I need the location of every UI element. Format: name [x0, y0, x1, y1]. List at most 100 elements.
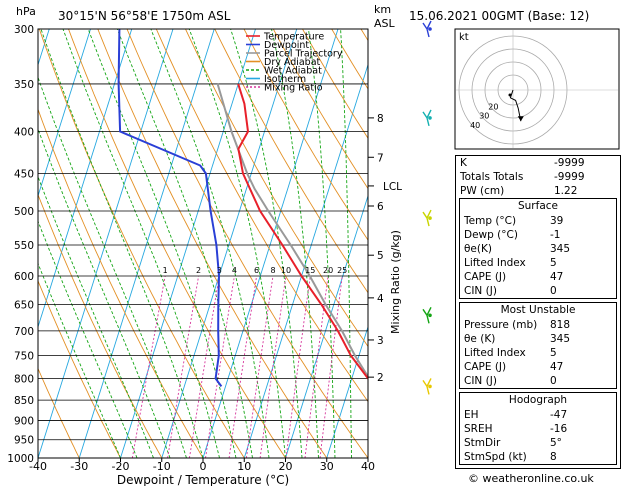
mixing-ratio-tick-label: 8: [270, 266, 275, 275]
index-label: θe (K): [464, 333, 496, 345]
index-value: 345: [550, 333, 571, 345]
index-label: CAPE (J): [464, 271, 507, 283]
wind-barbs: [422, 20, 432, 395]
surface-row: θe(K) 345: [460, 242, 616, 256]
index-label: StmDir: [464, 437, 501, 449]
index-row: Totals Totals -9999: [456, 170, 620, 184]
pressure-tick-label: 550: [14, 240, 34, 252]
location-title: 30°15'N 56°58'E 1750m ASL: [58, 9, 231, 23]
wind-barb: [422, 306, 432, 324]
pressure-tick-label: 300: [14, 24, 34, 36]
surface-row: Lifted Index 5: [460, 256, 616, 270]
hodograph-trace: [508, 89, 524, 122]
index-value: -1: [550, 229, 561, 241]
km-tick-label: 5: [377, 250, 384, 262]
mixing-ratio-tick-label: 4: [232, 266, 237, 275]
mixing-ratio-tick-label: 25: [337, 266, 347, 275]
indices-top: K -9999 Totals Totals -9999 PW (cm) 1.22: [456, 156, 620, 198]
index-value: 47: [550, 271, 564, 283]
hodograph-row: StmSpd (kt) 8: [460, 450, 616, 464]
pressure-tick-label: 750: [14, 350, 34, 362]
temperature-line: [237, 83, 368, 381]
km-tick-label: 3: [377, 335, 384, 347]
index-value: -9999: [554, 157, 585, 169]
mixing-ratio-axis-label: Mixing Ratio (g/kg): [389, 230, 402, 334]
most-unstable-row: θe (K) 345: [460, 332, 616, 346]
km-tick-label: 8: [377, 113, 384, 125]
pressure-tick-label: 600: [14, 271, 34, 283]
hpa-label: hPa: [16, 5, 36, 18]
temperature-tick-label: -30: [70, 460, 88, 473]
km-tick-label: 4: [377, 293, 384, 305]
pressure-tick-label: 950: [14, 435, 34, 447]
km-tick-label: 6: [377, 201, 384, 213]
isotherm-line: [161, 29, 298, 458]
hodograph-ring-label: 30: [479, 112, 489, 121]
index-label: Lifted Index: [464, 257, 526, 269]
wind-barb: [422, 109, 432, 127]
legend-item-label: Parcel Trajectory: [264, 49, 343, 60]
mixing-ratio-tick-label: 3: [217, 266, 222, 275]
index-label: Pressure (mb): [464, 319, 538, 331]
index-value: 1.22: [554, 185, 578, 197]
pressure-tick-label: 650: [14, 300, 34, 312]
legend-item-label: Isotherm: [264, 74, 306, 85]
hodograph-row: EH -47: [460, 408, 616, 422]
index-label: Lifted Index: [464, 347, 526, 359]
legend-item-label: Temperature: [263, 32, 324, 43]
hodograph-section: Hodograph EH -47 SREH -16 StmDir 5° StmSpd (kt…: [459, 392, 617, 465]
wind-barb: [422, 209, 432, 227]
index-label: θe(K): [464, 243, 492, 255]
pressure-tick-label: 350: [14, 79, 34, 91]
dry-adiabat-line: [214, 29, 368, 294]
wind-barb: [422, 20, 432, 38]
index-value: 8: [550, 451, 557, 463]
index-label: EH: [464, 409, 479, 421]
index-label: Totals Totals: [460, 171, 524, 183]
x-axis-label: Dewpoint / Temperature (°C): [117, 473, 289, 486]
hodograph-ring-label: 20: [488, 103, 498, 112]
hodograph-frame: [454, 28, 620, 150]
legend-item-label: Dewpoint: [264, 40, 309, 51]
profiles: [117, 29, 368, 387]
pressure-tick-label: 1000: [7, 453, 34, 465]
legend-item-label: Dry Adiabat: [264, 57, 321, 68]
isotherm-line: [78, 29, 215, 458]
pressure-tick-label: 900: [14, 415, 34, 427]
index-value: -9999: [554, 171, 585, 183]
surface-row: CIN (J) 0: [460, 284, 616, 298]
surface-row: Dewp (°C) -1: [460, 228, 616, 242]
index-value: 0: [550, 375, 557, 387]
wind-barb-dot: [428, 313, 432, 318]
index-value: 39: [550, 215, 564, 227]
temperature-tick-label: 0: [200, 460, 207, 473]
wind-barb: [422, 378, 432, 395]
temperature-tick-label: -40: [29, 460, 47, 473]
pressure-tick-label: 800: [14, 373, 34, 385]
indices-table: K -9999 Totals Totals -9999 PW (cm) 1.22 Surf…: [455, 155, 621, 469]
mixing-ratio-tick-label: 15: [305, 266, 315, 275]
surface-row: Temp (°C) 39: [460, 214, 616, 228]
wind-barb-dot: [428, 27, 432, 31]
index-label: PW (cm): [460, 185, 505, 197]
isotherm-line: [202, 29, 339, 458]
isotherm-line: [326, 325, 368, 458]
surface-section: Surface Temp (°C) 39 Dewp (°C) -1 θe(K) 345 Li…: [459, 198, 617, 299]
temperature-axis: -40 -30 -20 -10 0 10 20 30 40: [29, 458, 375, 473]
index-value: 5°: [550, 437, 562, 449]
surface-title: Surface: [517, 200, 558, 212]
most-unstable-row: Lifted Index 5: [460, 346, 616, 360]
index-value: 47: [550, 361, 564, 373]
wind-barb-dot: [428, 216, 432, 220]
wet-adiabat-line: [308, 29, 336, 458]
index-label: CIN (J): [464, 375, 497, 387]
pressure-tick-label: 400: [14, 127, 34, 139]
pressure-tick-label: 700: [14, 326, 34, 338]
hodograph-row: StmDir 5°: [460, 436, 616, 450]
copyright-text: © weatheronline.co.uk: [468, 472, 594, 485]
hodograph-kt-label: kt: [459, 32, 469, 43]
wind-barb-dot: [428, 116, 432, 120]
index-row: PW (cm) 1.22: [456, 184, 620, 198]
legend-item-label: Mixing Ratio: [264, 83, 323, 94]
